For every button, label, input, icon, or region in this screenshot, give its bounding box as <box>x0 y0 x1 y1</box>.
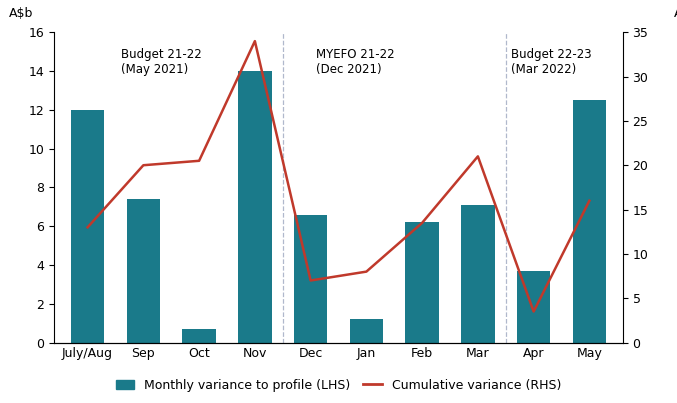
Bar <box>517 271 550 343</box>
Legend: Monthly variance to profile (LHS), Cumulative variance (RHS): Monthly variance to profile (LHS), Cumul… <box>110 374 567 397</box>
Bar <box>127 199 160 343</box>
Bar <box>349 319 383 343</box>
Text: A$b: A$b <box>674 7 677 20</box>
Text: MYEFO 21-22
(Dec 2021): MYEFO 21-22 (Dec 2021) <box>316 48 395 76</box>
Bar <box>406 222 439 343</box>
Bar <box>573 100 606 343</box>
Text: A$b: A$b <box>9 7 33 20</box>
Bar <box>182 329 216 343</box>
Text: Budget 22-23
(Mar 2022): Budget 22-23 (Mar 2022) <box>511 48 592 76</box>
Bar <box>238 71 271 343</box>
Bar <box>461 205 495 343</box>
Bar <box>71 110 104 343</box>
Bar <box>294 214 328 343</box>
Text: Budget 21-22
(May 2021): Budget 21-22 (May 2021) <box>121 48 202 76</box>
